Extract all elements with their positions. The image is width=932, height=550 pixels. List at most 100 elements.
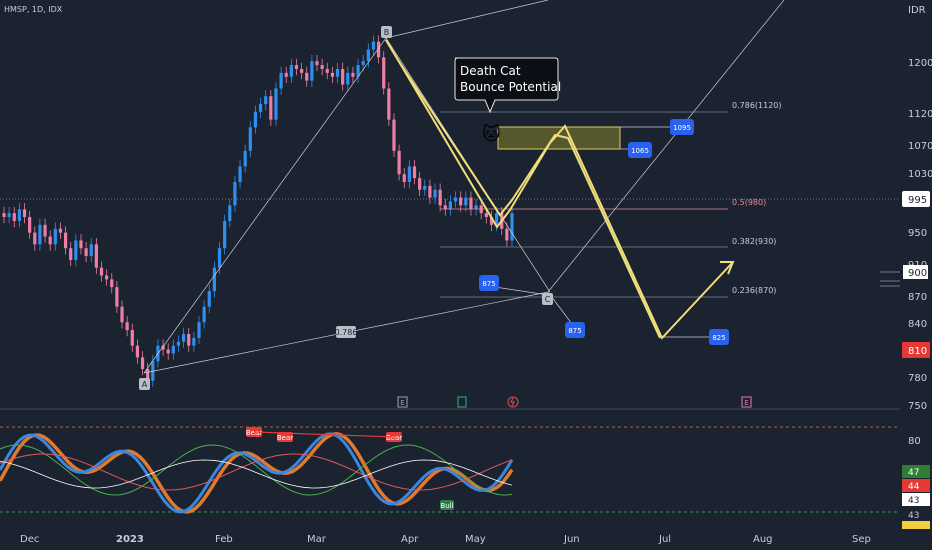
candle-body [181,333,186,342]
price-label-1065[interactable] [628,142,652,158]
candle-body [346,72,350,85]
candle-body [382,57,386,89]
candle-body [412,166,417,179]
osc-badge-47 [902,465,930,478]
time-label-jun: Jun [563,534,580,545]
candle-body [79,240,83,249]
candle-body [33,232,37,245]
price-tick-840: 840 [908,319,927,330]
pivot-c-text: C [545,295,551,304]
projection-path [385,39,735,340]
osc-badge-43b: 43 [908,511,919,521]
candle-body [407,166,411,182]
svg-text:43: 43 [908,496,919,506]
candle-body [433,189,437,198]
candle-body [166,349,170,354]
candle-body [63,232,68,249]
time-axis[interactable]: Dec 2023 Feb Mar Apr May Jun Jul Aug Sep [20,534,871,545]
candle-body [38,224,42,245]
low-price-text: 810 [908,346,927,357]
osc-badge-yellow [902,521,930,529]
candle-body [248,127,252,151]
trendline-a-b [143,37,387,374]
candle-body [443,205,447,210]
level-900-text: 900 [908,268,927,279]
candle-body [228,205,232,221]
event-dividend-icon [457,396,467,408]
candle-body [48,236,52,245]
projection-line-a [385,39,734,340]
candle-body [238,166,242,182]
symbol-header: HMSP, 1D, IDX [4,5,63,14]
candle-body [284,72,288,77]
candle-body [505,228,509,241]
osc-badge-43a [902,493,930,506]
candle-body [489,217,494,225]
candle-body [212,267,216,292]
price-label-825[interactable] [709,329,729,345]
candle-body [69,248,73,260]
svg-text:44: 44 [908,482,920,492]
price-tick-1030: 1030 [908,169,932,180]
candle-body [99,267,104,276]
trendline-b-up [385,0,549,39]
candle-body [28,217,32,233]
pivot-b-text: B [384,28,390,37]
candle-body [418,178,422,190]
osc-tick-80: 80 [908,436,921,447]
candle-body [474,205,478,210]
bear-label-2 [277,432,293,442]
annotation-line-2: Bounce Potential [460,80,561,94]
price-axis[interactable]: IDR 1200 1120 1070 1030 995 950 910 900 … [880,0,932,550]
osc-red-line [0,453,513,491]
fib-label-0236: 0.236(870) [732,286,776,295]
candle-body [469,197,473,210]
candle-body [361,61,365,66]
bull-label [440,500,454,510]
candle-body [300,68,304,73]
osc-badge-44 [902,479,930,492]
price-label-1095[interactable] [670,119,694,135]
candle-body [269,96,273,120]
price-label-875-right-text: 875 [568,327,581,335]
price-label-875-right[interactable] [565,322,585,338]
candle-body [74,240,78,260]
candle-body [320,65,324,69]
candle-body [315,61,319,66]
pivot-b-badge [381,26,392,38]
annotation-line-1: Death Cat [460,64,521,78]
candle-body [351,72,355,77]
candle-body [289,65,293,77]
oscillator-panel [0,432,514,514]
candle-body [402,174,406,182]
price-tick-1200: 1200 [908,58,932,69]
annotation-callout[interactable]: Death Cat Bounce Potential [454,57,561,114]
candle-body [12,213,16,221]
candle-body [140,357,145,370]
currency-label: IDR [908,5,926,16]
price-label-875-left[interactable] [479,275,499,291]
svg-text:47: 47 [908,468,919,478]
svg-text:Bear: Bear [386,434,402,442]
time-label-2023: 2023 [116,534,144,545]
price-tick-1070: 1070 [908,141,932,152]
candle-body [397,150,401,175]
fib-ext-text: 0.786 [335,328,358,337]
candle-body [274,88,278,120]
candle-body [484,213,488,218]
osc-green-line [0,444,513,496]
candle-body [135,345,140,358]
candle-body [310,61,314,81]
candle-body [423,185,427,190]
candle-body [17,209,21,221]
svg-text:E: E [744,399,748,407]
candle-body [53,228,57,245]
candle-body [125,322,129,331]
candle-body [171,345,175,354]
candle-body [330,72,335,77]
candle-body [428,185,432,198]
candle-body [448,201,453,210]
candle-body [2,213,6,218]
candle-body [120,306,124,323]
